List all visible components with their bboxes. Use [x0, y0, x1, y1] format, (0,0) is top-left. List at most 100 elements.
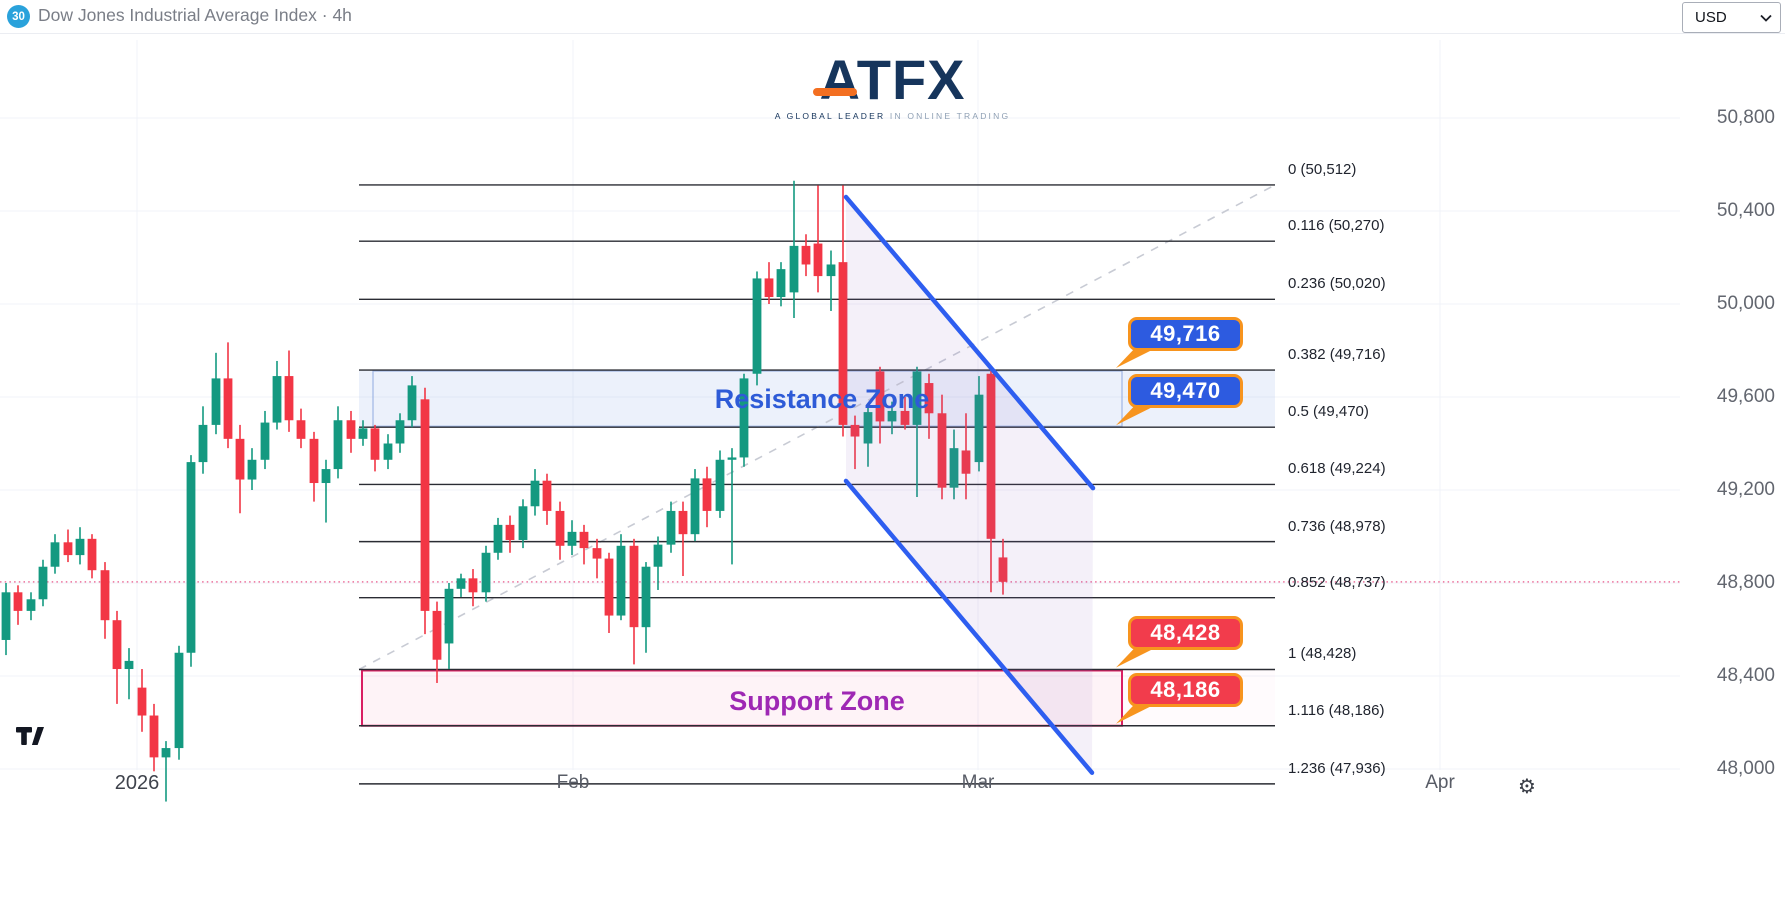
candle: [900, 397, 910, 430]
candle: [801, 234, 811, 277]
candle: [764, 262, 774, 304]
candle: [211, 352, 221, 435]
candle: [223, 342, 233, 449]
candle: [296, 408, 306, 449]
candle: [260, 410, 270, 470]
candle: [912, 366, 922, 497]
candle: [124, 648, 134, 700]
candle: [493, 517, 503, 560]
candle: [518, 499, 528, 549]
tradingview-logo[interactable]: [16, 727, 46, 749]
candle: [13, 585, 23, 625]
candle: [653, 536, 663, 590]
candle: [739, 373, 749, 467]
symbol-title[interactable]: Dow Jones Industrial Average Index · 4h: [38, 5, 352, 26]
candle: [850, 415, 860, 470]
candle: [198, 406, 208, 474]
chevron-down-icon: [1760, 14, 1772, 22]
candle: [555, 501, 565, 560]
candle: [235, 424, 245, 514]
price-alert-badge[interactable]: 49,470: [1128, 374, 1243, 409]
candle: [937, 394, 947, 500]
candlestick-series: [1, 180, 1008, 802]
candle: [789, 180, 799, 318]
candle: [112, 610, 122, 704]
candle: [604, 552, 614, 633]
candle: [1, 583, 11, 656]
candle: [961, 413, 971, 500]
candle: [838, 185, 848, 437]
candle: [924, 373, 934, 439]
candle: [666, 501, 676, 553]
candle: [592, 538, 602, 579]
candle: [813, 185, 823, 293]
fib-levels: [359, 184, 1275, 785]
candle: [444, 583, 454, 670]
candle: [715, 450, 725, 518]
candle: [752, 271, 762, 386]
candle: [974, 376, 984, 472]
candle: [616, 534, 626, 621]
candle: [333, 406, 343, 479]
chart-header: 30 Dow Jones Industrial Average Index · …: [0, 0, 1785, 34]
gear-icon[interactable]: ⚙: [1518, 776, 1536, 798]
candle: [358, 420, 368, 446]
title-separator: ·: [321, 5, 328, 25]
timeframe-label: 4h: [332, 5, 352, 25]
candle: [678, 501, 688, 577]
candle: [629, 538, 639, 665]
candle: [420, 387, 430, 635]
candle: [161, 741, 171, 802]
candle: [468, 569, 478, 607]
candle: [395, 413, 405, 453]
candle: [272, 360, 282, 430]
candle: [481, 545, 491, 602]
candle: [986, 366, 996, 593]
candle: [370, 424, 380, 472]
candle: [776, 262, 786, 307]
candle: [505, 515, 515, 553]
candle: [75, 527, 85, 565]
candle: [432, 601, 442, 683]
candle: [137, 669, 147, 732]
candle: [690, 469, 700, 542]
candle: [826, 250, 836, 311]
candle: [309, 431, 319, 502]
currency-dropdown[interactable]: USD: [1682, 2, 1781, 33]
candle: [641, 562, 651, 653]
candle: [949, 429, 959, 500]
price-alert-badge[interactable]: 49,716: [1128, 317, 1243, 352]
candle: [100, 562, 110, 639]
price-alert-badge[interactable]: 48,428: [1128, 616, 1243, 651]
symbol-name: Dow Jones Industrial Average Index: [38, 5, 317, 25]
candle: [998, 538, 1008, 595]
currency-value: USD: [1695, 9, 1727, 26]
candle: [174, 645, 184, 760]
candle: [530, 469, 540, 516]
candle: [579, 524, 589, 565]
candle: [63, 529, 73, 563]
candle: [863, 406, 873, 467]
candle: [149, 703, 159, 772]
candle: [50, 534, 60, 574]
candle: [407, 376, 417, 428]
candle: [727, 448, 737, 565]
candle: [346, 410, 356, 453]
trend-channel: [843, 194, 1096, 775]
candle: [875, 366, 885, 444]
candle: [247, 448, 257, 490]
candle: [186, 455, 196, 667]
symbol-count-badge[interactable]: 30: [7, 5, 30, 28]
candle: [26, 592, 36, 621]
badge-tails: [1116, 347, 1158, 724]
candle: [38, 559, 48, 607]
price-alert-badge[interactable]: 48,186: [1128, 672, 1243, 707]
candle: [567, 520, 577, 556]
candle: [284, 350, 294, 432]
candle: [383, 434, 393, 470]
candle: [321, 459, 331, 523]
candle: [542, 473, 552, 525]
candle: [87, 534, 97, 579]
